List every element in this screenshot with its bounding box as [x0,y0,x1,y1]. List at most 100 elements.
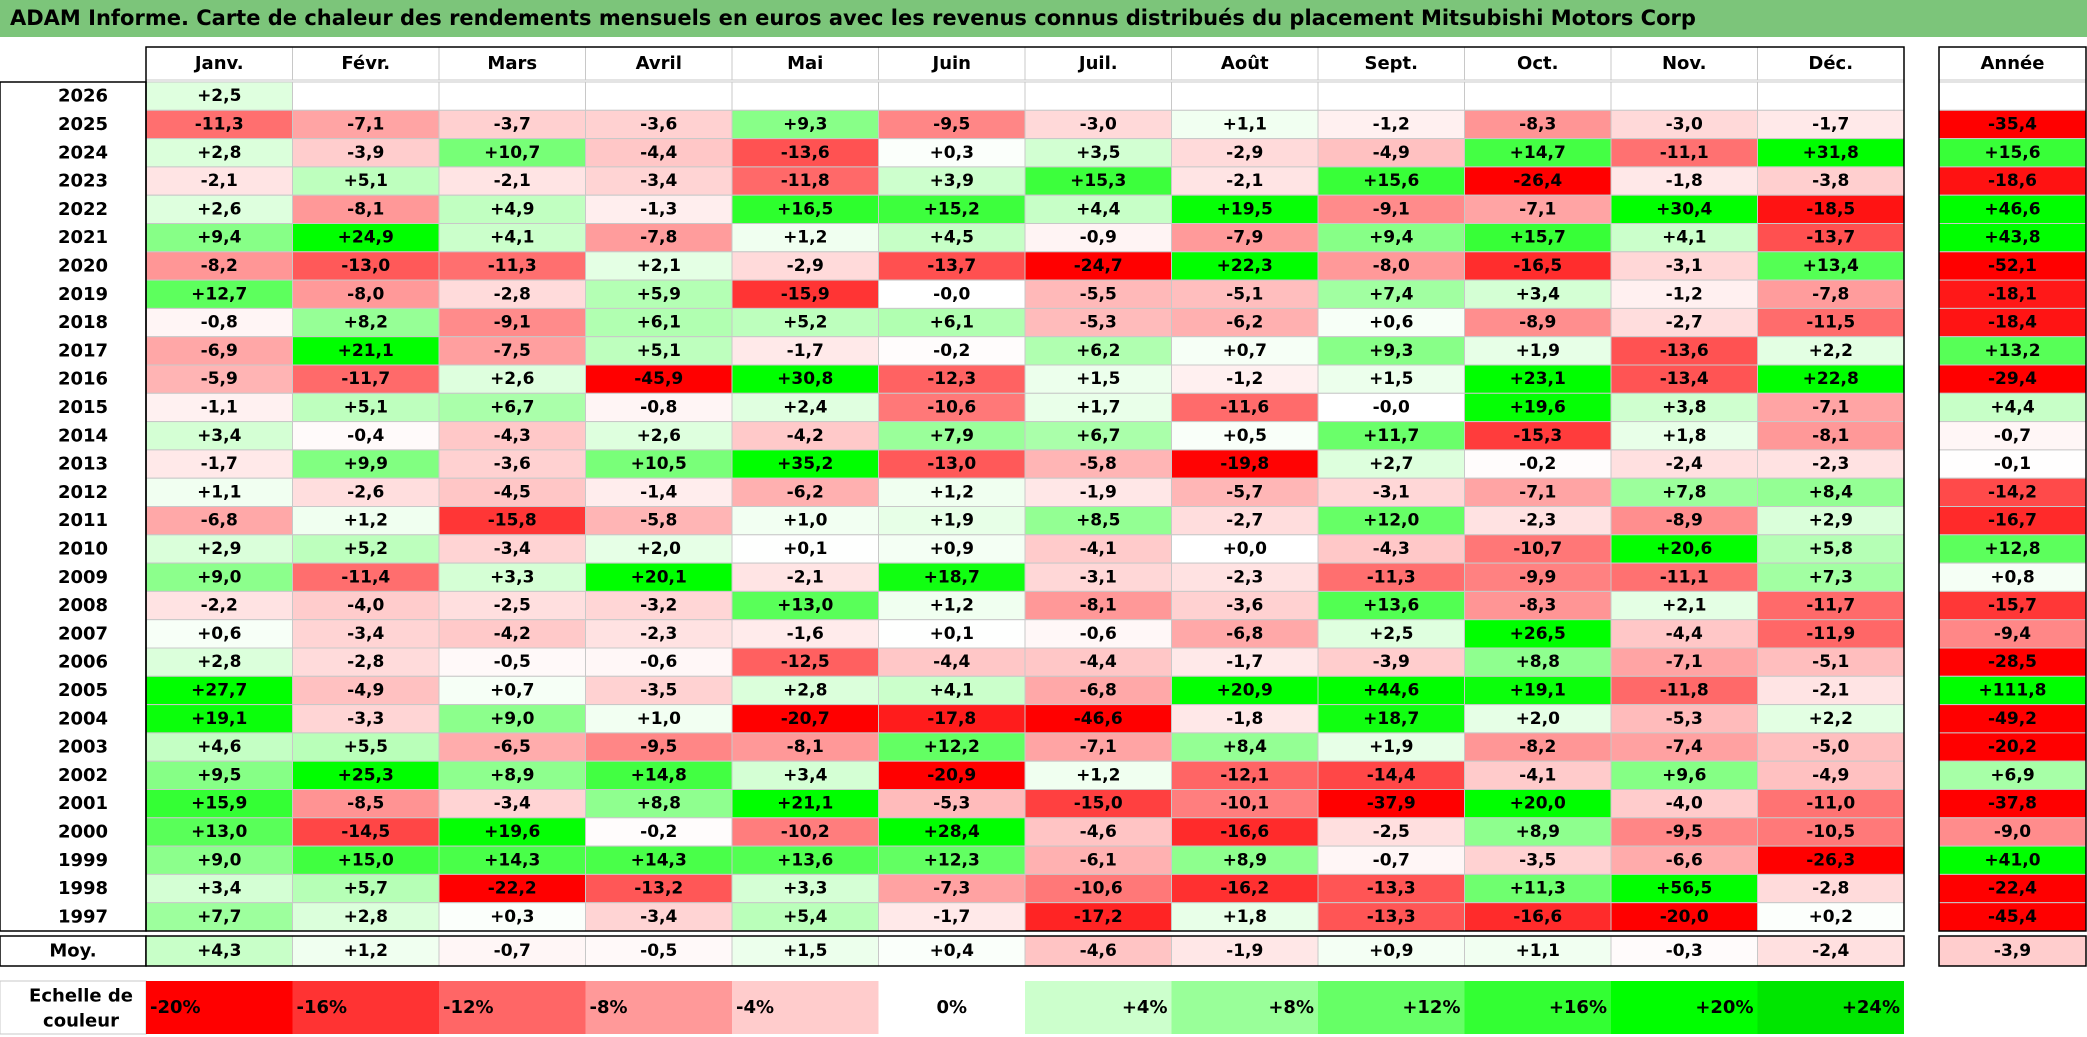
cell-value: +2,9 [197,539,241,559]
cell-value: -9,5 [640,737,677,757]
heatmap-cell [292,307,440,338]
heatmap-cell [585,109,733,140]
cell-value: +24,9 [338,228,394,248]
heatmap-cell [292,675,440,706]
column-header-cell [145,46,293,81]
cell-value: -4,1 [1080,539,1117,559]
cell-value: +0,7 [1223,341,1267,361]
annual-cell [1938,760,2087,791]
cell-value: -4,1 [1519,765,1556,785]
heatmap-cell [1171,675,1319,706]
cell-value: +8,9 [1516,822,1560,842]
annual-value: +0,8 [1990,567,2034,587]
heatmap-cell [731,138,879,168]
cell-value: -3,7 [494,114,531,134]
color-scale-label: +12% [1402,997,1460,1018]
heatmap-cell [145,449,293,479]
cell-value: -13,6 [781,143,830,163]
cell-value: -10,6 [1074,879,1123,899]
row-year-label: 2010 [58,538,108,559]
cell-value: +1,9 [1516,341,1560,361]
cell-value: +22,3 [1217,256,1273,276]
heatmap-cell [1757,336,1905,366]
cell-value: -7,1 [1519,482,1556,502]
cell-value: -26,4 [1513,171,1562,191]
cell-value: -3,9 [1373,652,1410,672]
heatmap-cell [585,675,733,706]
row-year-label: 2013 [58,454,108,475]
cell-value: -5,9 [201,369,238,389]
cell-value: +11,7 [1363,426,1419,446]
color-scale-label: +8% [1268,997,1314,1018]
average-value: -0,7 [494,941,531,961]
row-year-label: 2015 [58,397,108,418]
average-value: -4,6 [1080,941,1117,961]
cell-value: -4,2 [787,426,824,446]
heatmap-cell [731,166,879,196]
column-header-4: Avril [636,53,682,74]
heatmap-cell [292,449,440,479]
annual-value: +41,0 [1984,850,2040,870]
cell-value: -11,3 [1367,567,1416,587]
column-header-9: Sept. [1365,53,1419,74]
cell-value: -2,7 [1226,511,1263,531]
cell-value: -4,9 [347,680,384,700]
cell-value: -3,4 [640,907,677,927]
heatmap-cell [1317,902,1465,932]
cell-value: +4,4 [1076,199,1121,219]
heatmap-cell [1024,109,1172,140]
row-year-label: 2004 [58,708,108,729]
cell-value: -1,1 [201,397,238,417]
cell-value: -1,9 [1080,482,1117,502]
heatmap-cell [1610,166,1758,196]
heatmap-cell [145,817,293,847]
heatmap-cell [1024,364,1172,394]
cell-value: +1,7 [1076,397,1120,417]
cell-value: +8,8 [1516,652,1560,672]
heatmap-cell [292,166,440,196]
heatmap-cell [1610,845,1758,875]
cell-value: -0,6 [1080,624,1117,644]
heatmap-cell [1024,449,1172,479]
heatmap-cell [292,477,440,508]
column-header-cell [1610,46,1758,81]
cell-value: -7,9 [1226,228,1263,248]
cell-value: -10,1 [1220,794,1269,814]
heatmap-cell [292,279,440,309]
heatmap-cell [878,81,1026,111]
heatmap-cell [1171,449,1319,479]
column-header-1: Janv. [193,53,244,74]
row-year-label: 2000 [58,821,108,842]
heatmap-cell [438,590,586,621]
cell-value: -7,1 [1080,737,1117,757]
average-annual-cell [1938,935,2087,967]
cell-value: -46,6 [1074,709,1123,729]
cell-value: -0,0 [1373,397,1410,417]
heatmap-cell [292,704,440,734]
heatmap-cell [145,902,293,932]
cell-value: -0,8 [201,313,238,333]
cell-value: +3,3 [490,567,534,587]
cell-value: -4,0 [347,596,384,616]
year-column-header-cell [1938,46,2087,81]
cell-value: -2,1 [494,171,531,191]
cell-value: +25,3 [338,765,394,785]
cell-value: +0,1 [930,624,974,644]
heatmap-cell [1757,449,1905,479]
cell-value: +12,7 [191,284,247,304]
color-scale-swatch [1611,981,1758,1034]
heatmap-cell [1317,873,1465,904]
heatmap-cell [145,873,293,904]
heatmap-cell [1464,647,1612,677]
cell-value: -7,1 [347,114,384,134]
cell-value: -3,1 [1080,567,1117,587]
cell-value: +5,8 [1809,539,1853,559]
cell-value: +5,2 [344,539,388,559]
row-year-label: 2002 [58,765,108,786]
cell-value: +0,3 [930,143,974,163]
cell-value: +11,3 [1510,879,1566,899]
row-year-label: 1997 [58,906,108,927]
cell-value: -20,9 [927,765,976,785]
cell-value: -7,5 [494,341,531,361]
column-header-8: Août [1221,53,1269,74]
